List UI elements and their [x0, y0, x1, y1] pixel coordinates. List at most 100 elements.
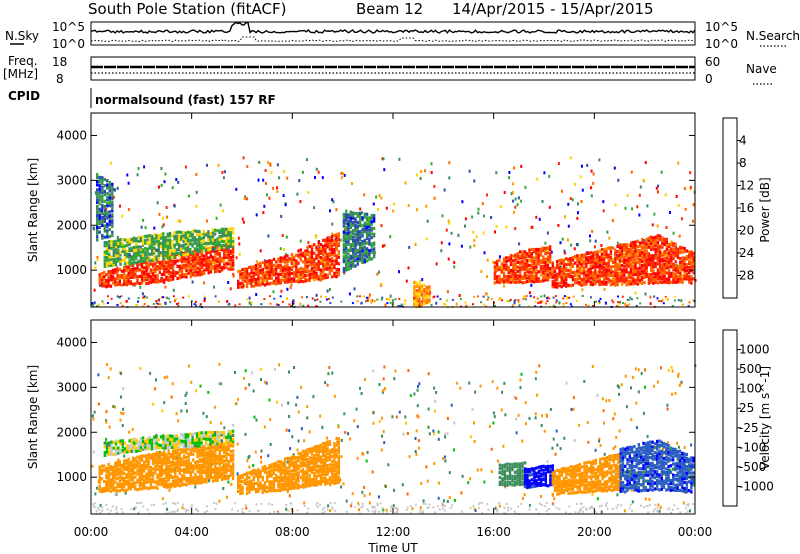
ground-scatter-cell	[545, 502, 548, 504]
echo-cell	[105, 264, 109, 268]
echo-cell	[109, 472, 113, 476]
echo-cell	[326, 264, 329, 268]
echo-cell	[620, 243, 624, 247]
scatter-cell	[181, 506, 184, 510]
echo-cell	[136, 268, 139, 272]
echo-cell	[105, 249, 109, 253]
ground-scatter-cell	[197, 510, 200, 513]
echo-cell	[519, 266, 522, 270]
scatter-cell	[117, 458, 120, 462]
echo-cell	[220, 448, 224, 452]
echo-cell	[185, 268, 188, 273]
echo-cell	[176, 451, 179, 455]
echo-cell	[556, 266, 559, 270]
ground-scatter-cell	[242, 512, 245, 515]
echo-cell	[186, 242, 190, 246]
echo-cell	[209, 232, 212, 236]
ground-scatter-cell	[444, 509, 447, 512]
echo-cell	[535, 258, 538, 262]
ground-scatter-cell	[373, 511, 376, 513]
echo-cell	[96, 213, 99, 218]
scatter-cell	[653, 212, 656, 216]
echo-cell	[180, 457, 184, 461]
echo-cell	[171, 265, 175, 270]
echo-cell	[225, 265, 228, 269]
echo-cell	[688, 253, 691, 257]
scatter-cell	[232, 274, 235, 278]
echo-cell	[127, 268, 130, 272]
scatter-cell	[411, 507, 414, 511]
ground-scatter-cell	[684, 507, 687, 510]
echo-cell	[154, 276, 157, 281]
echo-cell	[157, 233, 160, 238]
echo-cell	[121, 242, 124, 246]
echo-cell	[154, 274, 157, 278]
ground-scatter-cell	[513, 510, 516, 513]
echo-cell	[549, 245, 552, 249]
echo-cell	[149, 262, 153, 266]
ground-scatter-cell	[249, 303, 252, 306]
echo-cell	[530, 274, 533, 278]
echo-cell	[580, 253, 583, 257]
echo-cell	[611, 279, 615, 283]
echo-cell	[239, 269, 242, 274]
echo-cell	[98, 219, 101, 223]
scatter-cell	[420, 170, 423, 173]
echo-cell	[211, 475, 215, 480]
scatter-cell	[469, 477, 472, 481]
echo-cell	[345, 213, 348, 217]
ground-scatter-cell	[676, 507, 679, 510]
echo-cell	[507, 280, 510, 284]
echo-cell	[205, 447, 208, 451]
ground-scatter-cell	[617, 301, 619, 304]
echo-cell	[203, 453, 206, 457]
scatter-cell	[481, 202, 484, 206]
echo-cell	[187, 271, 190, 275]
echo-cell	[220, 239, 224, 243]
echo-cell	[535, 255, 538, 259]
ground-scatter-cell	[572, 295, 575, 298]
ground-scatter-cell	[350, 502, 353, 505]
echo-cell	[168, 252, 172, 256]
echo-cell	[681, 262, 684, 266]
scatter-cell	[614, 203, 617, 207]
echo-cell	[218, 265, 221, 269]
echo-cell	[177, 251, 181, 255]
echo-cell	[134, 475, 137, 479]
echo-cell	[120, 463, 124, 467]
echo-cell	[415, 284, 418, 288]
echo-cell	[214, 464, 217, 468]
scatter-cell	[260, 460, 263, 464]
echo-cell	[310, 252, 314, 256]
ground-scatter-cell	[432, 506, 435, 509]
ground-scatter-cell	[600, 504, 603, 507]
scatter-cell	[420, 482, 423, 485]
echo-cell	[171, 260, 175, 264]
echo-cell	[193, 229, 197, 233]
echo-cell	[661, 259, 664, 263]
echo-cell	[106, 195, 109, 199]
echo-cell	[324, 258, 327, 262]
scatter-cell	[109, 367, 112, 371]
echo-cell	[667, 242, 671, 247]
echo-cell	[103, 468, 106, 472]
echo-cell	[674, 277, 677, 281]
scatter-cell	[372, 369, 375, 373]
echo-cell	[567, 272, 570, 276]
echo-cell	[560, 258, 563, 262]
echo-cell	[180, 244, 183, 248]
echo-cell	[567, 274, 570, 278]
ground-scatter-cell	[290, 305, 293, 308]
echo-cell	[283, 264, 287, 268]
echo-cell	[165, 459, 168, 463]
echo-cell	[658, 247, 662, 252]
echo-cell	[342, 215, 346, 219]
scatter-cell	[554, 452, 557, 456]
echo-cell	[187, 465, 190, 469]
echo-cell	[135, 242, 138, 246]
scatter-cell	[248, 301, 251, 305]
scatter-cell	[326, 436, 328, 440]
scatter-cell	[594, 239, 597, 243]
scatter-cell	[375, 195, 378, 199]
